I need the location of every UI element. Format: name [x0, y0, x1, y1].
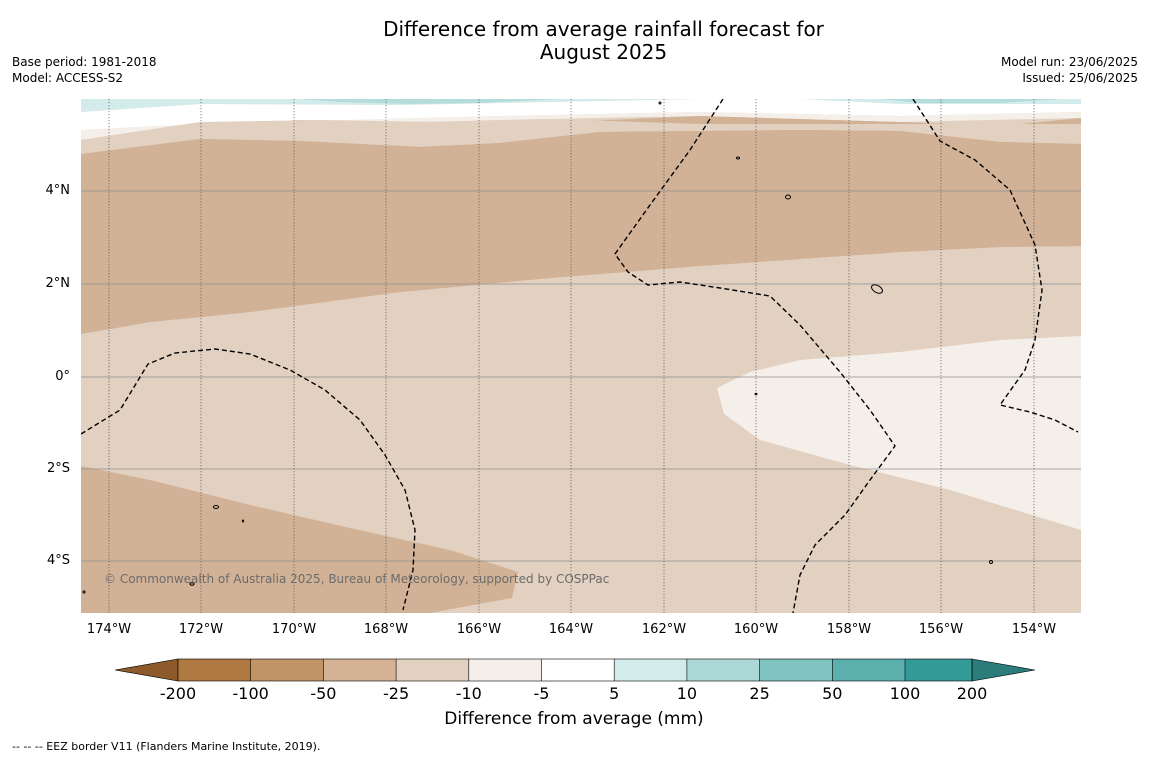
lon-label-164w: 164°W — [548, 622, 594, 637]
issued-text: Issued: 25/06/2025 — [1022, 71, 1138, 85]
colorbar-segment-3 — [323, 659, 397, 681]
colorbar — [114, 658, 1036, 682]
title-line-1: Difference from average rainfall forecas… — [383, 17, 824, 41]
colorbar-title: Difference from average (mm) — [444, 709, 704, 729]
island-jarvis — [658, 101, 662, 105]
colorbar-segment-1 — [178, 659, 251, 681]
colorbar-segment-9 — [759, 659, 833, 681]
colorbar-segment-6 — [541, 659, 615, 681]
eez-border-kiribati-gilberts — [81, 348, 416, 611]
colorbar-segment-5 — [468, 659, 542, 681]
lat-label-4s: 4°S — [46, 553, 70, 568]
colorbar-segment-11 — [905, 659, 972, 681]
island-kiritimati — [871, 284, 883, 294]
colorbar-frame — [177, 658, 973, 682]
copyright-notice: © Commonwealth of Australia 2025, Bureau… — [104, 572, 610, 586]
dark-southwest-band — [81, 466, 518, 613]
eez-borders — [81, 99, 1079, 613]
light-top-band — [81, 112, 1081, 140]
island-tabuaeran — [785, 194, 791, 200]
colorbar-tick-label: 5 — [609, 684, 620, 703]
lon-label-170w: 170°W — [271, 622, 317, 637]
colorbar-segment-4 — [396, 659, 469, 681]
island-small-243 — [241, 519, 245, 523]
light-east-tongue — [717, 336, 1081, 530]
colorbar-extend-high — [971, 658, 1036, 682]
colorbar-tick-label: -50 — [310, 684, 337, 703]
model-text: Model: ACCESS-S2 — [12, 71, 124, 85]
colorbar-tick-label: -100 — [232, 684, 269, 703]
lat-label-4n: 4°N — [45, 183, 71, 198]
colorbar-tick-label: -25 — [383, 684, 410, 703]
lon-label-162w: 162°W — [641, 622, 687, 637]
colorbar-dividers — [250, 659, 906, 681]
island-small-west — [213, 505, 219, 509]
lon-label-156w: 156°W — [918, 622, 964, 637]
colorbar-segment-10 — [832, 659, 905, 681]
colorbar-tick-label: 50 — [822, 684, 843, 703]
colorbar-tick-label: -200 — [159, 684, 197, 703]
colorbar-tick-label: -10 — [455, 684, 482, 703]
colorbar-segment-2 — [250, 659, 324, 681]
meta-right: Model run: 23/06/2025 Issued: 25/06/2025 — [1001, 54, 1138, 86]
colorbar-tick-label: 10 — [676, 684, 698, 703]
map-area — [81, 99, 1081, 613]
dark-north-core — [81, 130, 1081, 334]
colorbar-extend-low — [114, 658, 179, 682]
lon-label-166w: 166°W — [456, 622, 502, 637]
colorbar-tick-label: 25 — [749, 684, 770, 703]
lat-label-2n: 2°N — [45, 276, 71, 291]
colorbar-segment-7 — [614, 659, 687, 681]
colorbar-tick-label: -5 — [533, 684, 550, 703]
lon-label-158w: 158°W — [826, 622, 872, 637]
mid-north-band — [81, 119, 1081, 154]
lon-label-154w: 154°W — [1011, 622, 1057, 637]
lat-label-0: 0° — [55, 369, 70, 384]
model-run-text: Model run: 23/06/2025 — [1000, 55, 1138, 69]
lat-gridlines — [81, 190, 1081, 562]
island-small-southeast — [989, 560, 993, 564]
colorbar-tick-label: 200 — [956, 684, 988, 703]
meta-left: Base period: 1981-2018 Model: ACCESS-S2 — [12, 54, 157, 86]
lon-label-160w: 160°W — [733, 622, 779, 637]
map-title: Difference from average rainfall forecas… — [0, 18, 1150, 64]
lat-label-2s: 2°S — [46, 461, 70, 476]
base-period-text: Base period: 1981-2018 — [12, 55, 157, 69]
lon-label-172w: 172°W — [178, 622, 224, 637]
teal-top-core — [300, 99, 1060, 104]
colorbar-tick-label: 100 — [889, 684, 921, 703]
colorbar-segment-8 — [686, 659, 760, 681]
islands — [82, 101, 993, 594]
eez-footnote: -- -- -- EEZ border V11 (Flanders Marine… — [12, 740, 321, 753]
island-small-mid — [754, 392, 758, 396]
eez-border-phoenix — [614, 99, 896, 613]
island-small-83 — [82, 590, 86, 594]
title-line-2: August 2025 — [539, 40, 668, 64]
white-top-band — [81, 99, 1081, 130]
island-teraina — [736, 156, 740, 160]
eez-border-line-islands — [912, 99, 1079, 433]
island-small-southwest — [189, 582, 195, 586]
lon-label-168w: 168°W — [363, 622, 409, 637]
lon-label-174w: 174°W — [86, 622, 132, 637]
